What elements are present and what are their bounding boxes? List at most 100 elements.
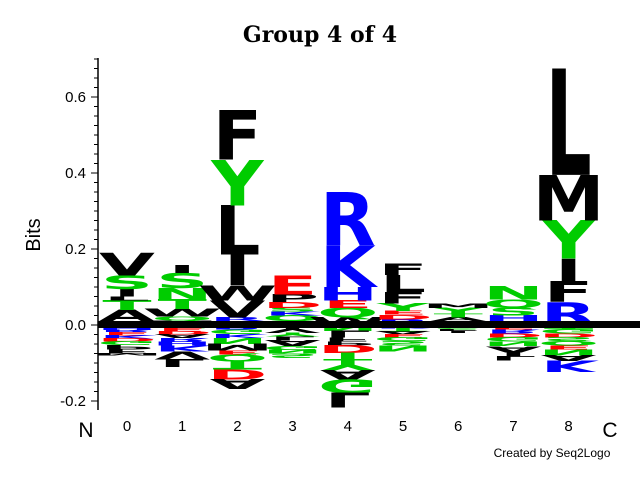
logo-letter-N: N [262, 348, 322, 354]
logo-letter-D: D [207, 366, 267, 381]
logo-letter-D: D [263, 301, 323, 310]
x-tick-label: 7 [509, 418, 517, 435]
logo-letter-I: I [169, 263, 196, 275]
logo-letter-F: F [544, 276, 593, 309]
logo-letter-K: K [209, 333, 268, 339]
logo-letter-S: S [377, 339, 429, 346]
y-ticks: -0.2 0.0 0.2 0.4 0.6 [60, 58, 98, 410]
logo-letter-E: E [213, 349, 262, 355]
logo-letter-Q: Q [538, 339, 599, 346]
logo-letter-I: I [114, 287, 141, 299]
logo-letter-E: E [323, 298, 372, 310]
logo-letter-D: D [539, 332, 599, 338]
logo-letter-K: K [320, 234, 379, 301]
y-tick-label: 0.6 [65, 89, 86, 106]
logo-letter-N: N [152, 285, 212, 303]
logo-letter-Y: Y [541, 210, 596, 270]
logo-letter-S: S [267, 307, 319, 313]
logo-letter-I: I [445, 330, 472, 333]
logo-letter-G: G [484, 336, 543, 343]
chart-title: Group 4 of 4 [243, 22, 397, 48]
logo-letter-M: M [201, 341, 273, 352]
logo-letter-R: R [320, 179, 376, 263]
logo-letter-Q: Q [483, 297, 544, 310]
logo-letter-F: F [378, 289, 427, 307]
logo-letter-A: A [265, 338, 321, 347]
x-tick-label: 4 [344, 418, 352, 435]
x-tick-label: 6 [454, 418, 462, 435]
logo-letter-V: V [99, 247, 155, 284]
logo-letter-Y: Y [210, 147, 265, 220]
logo-letter-D: D [152, 330, 212, 335]
logo-letter-A: A [320, 367, 376, 382]
logo-letter-Y: Y [320, 357, 376, 372]
logo-letter-H: H [318, 284, 378, 305]
logo-letter-F: F [323, 336, 372, 342]
logo-letter-L: L [159, 357, 205, 369]
x-tick-label: 5 [399, 418, 407, 435]
c-terminus-label: C [602, 419, 617, 442]
logo-letter-H: H [483, 314, 543, 323]
logo-letter-V: V [265, 327, 321, 333]
logo-letter-Y: Y [265, 331, 320, 337]
logo-letter-E: E [268, 271, 317, 301]
logo-letter-T: T [378, 327, 427, 332]
logo-letter-Q: Q [317, 306, 378, 321]
logo-letter-A: A [485, 344, 541, 353]
logo-letter-F: F [378, 261, 427, 279]
logo-letter-H: H [97, 326, 157, 330]
logo-letter-P: P [266, 293, 319, 305]
x-tick-label: 2 [233, 418, 241, 435]
logo-letter-G: G [263, 345, 322, 351]
logo-letter-T: T [323, 350, 372, 362]
logo-letter-D: D [318, 343, 378, 355]
logo-letter-L: L [270, 335, 316, 341]
logo-letter-T: T [102, 298, 152, 313]
logo-letter-A: A [209, 376, 265, 391]
logo-letter-S: S [267, 352, 319, 359]
credit-text: Created by Seq2Logo [494, 446, 611, 460]
logo-letter-S: S [156, 269, 208, 293]
logo-letter-L: L [325, 328, 371, 339]
logo-letter-E: E [378, 310, 427, 316]
logo-letter-K: K [154, 343, 213, 353]
logo-letter-Y: Y [375, 301, 430, 313]
logo-letter-R: R [99, 329, 155, 333]
logo-letter-A: A [375, 330, 431, 335]
x-tick-label: 0 [123, 418, 131, 435]
logo-letter-G: G [539, 327, 598, 334]
logo-letter-Q: Q [262, 314, 323, 323]
logo-letter-V: V [154, 349, 210, 361]
logo-letter-R: R [210, 316, 266, 322]
logo-letter-E: E [378, 333, 427, 338]
logo-letter-M: M [91, 352, 163, 356]
logo-letter-G: G [97, 340, 156, 346]
logo-letter-A: A [99, 307, 156, 325]
logo-letter-L: L [104, 296, 150, 302]
x-tick-label: 1 [178, 418, 186, 435]
logo-letter-V: V [209, 296, 265, 324]
x-tick-labels: 0 1 2 3 4 5 6 7 8 [123, 418, 573, 435]
logo-letter-N: N [373, 344, 433, 353]
logo-letter-F: F [434, 329, 483, 332]
logo-letter-L: L [325, 388, 371, 412]
logo-letter-S: S [487, 306, 539, 318]
logo-letter-N: N [483, 340, 543, 347]
logo-letter-F: F [213, 97, 262, 176]
logo-letters: YATLISVQHREKDGPFMMQWTNSIGEDARHKVLHRVWILY… [91, 41, 604, 412]
logo-letter-I: I [555, 253, 582, 290]
logo-letter-P: P [101, 343, 154, 350]
y-tick-label: -0.2 [60, 393, 86, 410]
logo-letter-Q: Q [207, 352, 268, 363]
y-tick-label: 0.0 [65, 317, 86, 334]
logo-letter-Y: Y [431, 306, 486, 315]
logo-letter-K: K [541, 357, 600, 375]
logo-letter-Q: Q [152, 316, 213, 322]
logo-letter-T: T [213, 358, 262, 371]
n-terminus-label: N [78, 419, 93, 442]
logo-letter-M: M [422, 302, 494, 309]
logo-letter-G: G [208, 328, 267, 335]
logo-letter-G: G [373, 336, 432, 342]
logo-letter-D: D [483, 332, 543, 338]
